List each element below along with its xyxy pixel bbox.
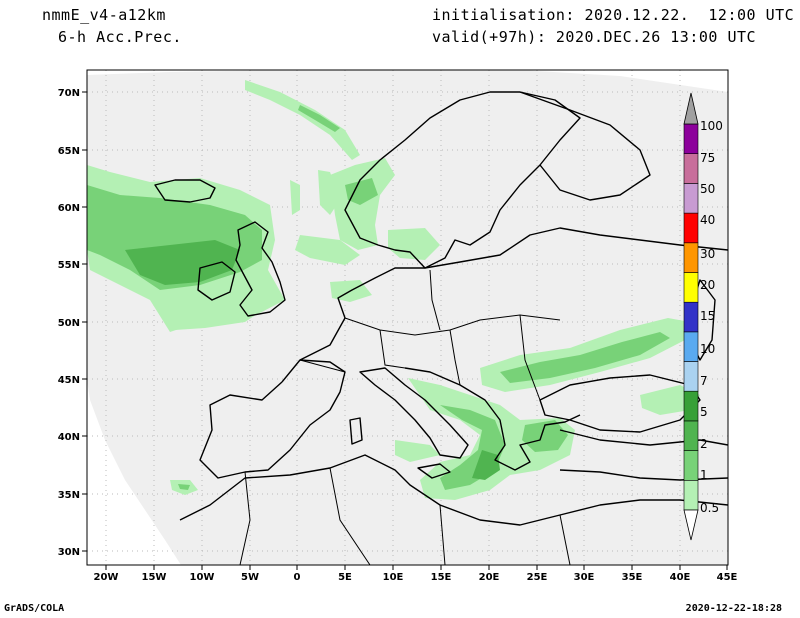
footer-timestamp: 2020-12-22-18:28 bbox=[685, 603, 782, 614]
legend-label: 15 bbox=[700, 309, 715, 323]
legend-label: 75 bbox=[700, 151, 715, 165]
legend-color-box bbox=[683, 390, 699, 422]
lat-tick-label: 60N bbox=[58, 203, 80, 214]
legend-label: 1 bbox=[700, 468, 708, 482]
lon-tick-label: 35E bbox=[622, 572, 643, 583]
legend-color-box bbox=[683, 272, 699, 303]
init-label: initialisation: bbox=[432, 6, 575, 24]
longitude-labels: 20W 15W 10W 5W 0 5E 10E 15E 20E 25E 30E … bbox=[94, 572, 738, 583]
legend-color-box bbox=[683, 153, 699, 184]
legend-label: 100 bbox=[700, 119, 723, 133]
lat-tick-label: 70N bbox=[58, 88, 80, 99]
lon-tick-label: 5E bbox=[338, 572, 352, 583]
legend-color-box bbox=[683, 450, 699, 481]
lon-tick-label: 20W bbox=[94, 572, 119, 583]
legend-color-box bbox=[683, 301, 699, 333]
lon-tick-label: 30E bbox=[574, 572, 595, 583]
legend-color-boxes bbox=[683, 123, 699, 511]
legend-color-box bbox=[683, 212, 699, 244]
model-title: nmmE_v4-a12km bbox=[42, 6, 166, 24]
legend-label: 20 bbox=[700, 278, 715, 292]
init-value: 2020.12.22. 12:00 UTC bbox=[584, 6, 795, 24]
legend-color-box bbox=[683, 361, 699, 392]
lon-tick-label: 15W bbox=[142, 572, 167, 583]
legend-label: 40 bbox=[700, 213, 715, 227]
latitude-labels: 70N 65N 60N 55N 50N 45N 40N 35N 30N bbox=[58, 88, 80, 558]
field-title: 6-h Acc.Prec. bbox=[58, 28, 182, 46]
lon-tick-label: 5W bbox=[241, 572, 259, 583]
precipitation-shading bbox=[87, 80, 700, 500]
lon-tick-label: 20E bbox=[479, 572, 500, 583]
valid-value: 2020.DEC.26 13:00 UTC bbox=[555, 28, 757, 46]
lat-tick-label: 35N bbox=[58, 490, 80, 501]
country-borders bbox=[239, 269, 571, 565]
legend-color-box bbox=[683, 420, 699, 451]
legend-label: 0.5 bbox=[700, 501, 719, 515]
legend-bottom-arrow bbox=[683, 509, 699, 541]
lon-tick-label: 0 bbox=[294, 572, 301, 583]
lat-tick-label: 65N bbox=[58, 146, 80, 157]
lon-tick-label: 40E bbox=[670, 572, 691, 583]
lat-tick-label: 40N bbox=[58, 432, 80, 443]
legend-color-box bbox=[683, 331, 699, 362]
legend-label: 50 bbox=[700, 182, 715, 196]
initialisation-line: initialisation: 2020.12.22. 12:00 UTC bbox=[432, 6, 794, 24]
legend-label: 10 bbox=[700, 342, 715, 356]
tick-marks bbox=[82, 91, 728, 570]
footer-software: GrADS/COLA bbox=[4, 603, 65, 614]
legend-color-box bbox=[683, 242, 699, 273]
legend-color-box bbox=[683, 123, 699, 155]
precipitation-legend: 100 75 50 40 30 20 15 10 7 5 2 1 0.5 bbox=[683, 92, 723, 541]
legend-label: 7 bbox=[700, 374, 708, 388]
lat-tick-label: 50N bbox=[58, 318, 80, 329]
map-frame bbox=[86, 69, 729, 566]
legend-color-box bbox=[683, 183, 699, 214]
legend-label: 30 bbox=[700, 247, 715, 261]
lat-tick-label: 55N bbox=[58, 260, 80, 271]
lon-tick-label: 10E bbox=[383, 572, 404, 583]
legend-color-box bbox=[683, 479, 699, 511]
lon-tick-label: 10W bbox=[190, 572, 215, 583]
legend-labels: 100 75 50 40 30 20 15 10 7 5 2 1 0.5 bbox=[700, 119, 723, 515]
legend-label: 2 bbox=[700, 437, 708, 451]
coastlines bbox=[154, 91, 728, 526]
lon-tick-label: 25E bbox=[527, 572, 548, 583]
legend-label: 5 bbox=[700, 405, 708, 419]
lat-tick-label: 45N bbox=[58, 375, 80, 386]
gridlines bbox=[87, 70, 728, 565]
lat-tick-label: 30N bbox=[58, 547, 80, 558]
valid-line: valid(+97h): 2020.DEC.26 13:00 UTC bbox=[432, 28, 756, 46]
valid-label: valid(+97h): bbox=[432, 28, 547, 46]
lon-tick-label: 15E bbox=[431, 572, 452, 583]
legend-top-arrow bbox=[683, 92, 699, 125]
lon-tick-label: 45E bbox=[717, 572, 738, 583]
